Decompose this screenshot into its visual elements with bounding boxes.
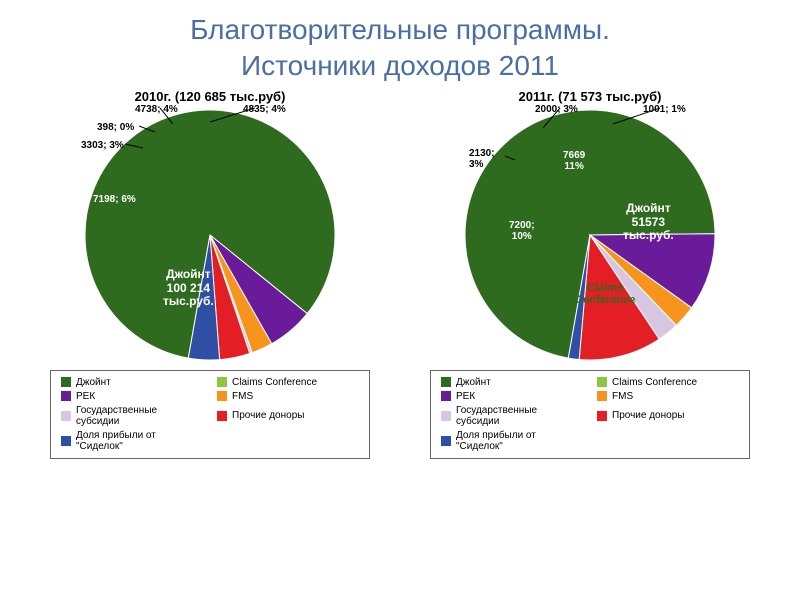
callout-label: 4738; 4% (135, 104, 178, 115)
legend-label: FMS (232, 391, 253, 402)
legend-item: РЕК (441, 391, 583, 402)
legend-label: Доля прибыли от "Сиделок" (76, 430, 203, 452)
legend-swatch (217, 411, 227, 421)
legend-2010: ДжойнтClaims ConferenceРЕКFMSГосударстве… (50, 370, 370, 459)
slice-label: 7198; 6% (93, 194, 136, 206)
legend-label: Государственные субсидии (76, 405, 203, 427)
callout-label: 2000; 3% (535, 104, 578, 115)
legend-label: Прочие доноры (612, 410, 684, 421)
slice-label: 766911% (563, 150, 585, 173)
legend-swatch (441, 411, 451, 421)
legend-swatch (61, 436, 71, 446)
leader-line (125, 144, 143, 148)
legend-item: Доля прибыли от "Сиделок" (61, 430, 203, 452)
legend-label: РЕК (76, 391, 95, 402)
callout-label: 3303; 3% (81, 140, 124, 151)
pie-2010: ClaimsConference Джойнт100 214тыс.руб. 719… (85, 110, 335, 360)
leader-line (505, 156, 515, 160)
legend-item: FMS (597, 391, 739, 402)
slice-label: ClaimsConference (575, 282, 636, 307)
callout-label: 1001; 1% (643, 104, 686, 115)
legend-item: Прочие доноры (217, 405, 359, 427)
legend-swatch (217, 391, 227, 401)
legend-item: Доля прибыли от "Сиделок" (441, 430, 583, 452)
title-line-2: Источники доходов 2011 (20, 48, 780, 84)
page-title: Благотворительные программы. Источники д… (0, 0, 800, 89)
legend-2011: ДжойнтClaims ConferenceРЕКFMSГосударстве… (430, 370, 750, 459)
charts-row: 2010г. (120 685 тыс.руб) ClaimsConferenc… (0, 89, 800, 459)
legend-label: Доля прибыли от "Сиделок" (456, 430, 583, 452)
title-line-1: Благотворительные программы. (20, 12, 780, 48)
slice-label: Джойнт100 214тыс.руб. (163, 268, 214, 309)
legend-label: Прочие доноры (232, 410, 304, 421)
legend-item: Прочие доноры (597, 405, 739, 427)
legend-item: Государственные субсидии (61, 405, 203, 427)
legend-swatch (61, 411, 71, 421)
legend-item: РЕК (61, 391, 203, 402)
legend-swatch (597, 411, 607, 421)
pie-2011: Джойнт51573тыс.руб. ClaimsConference 7200;… (465, 110, 715, 360)
legend-item: Государственные субсидии (441, 405, 583, 427)
legend-swatch (441, 391, 451, 401)
legend-swatch (61, 391, 71, 401)
leader-line (139, 126, 155, 132)
slice-label: Джойнт51573тыс.руб. (623, 202, 674, 243)
legend-item: FMS (217, 391, 359, 402)
chart-2010: 2010г. (120 685 тыс.руб) ClaimsConferenc… (30, 89, 390, 459)
legend-swatch (441, 436, 451, 446)
slice-label: ClaimsConference (245, 196, 306, 221)
legend-label: РЕК (456, 391, 475, 402)
legend-label: FMS (612, 391, 633, 402)
legend-label: Государственные субсидии (456, 405, 583, 427)
chart-2011: 2011г. (71 573 тыс.руб) Джойнт51573тыс.р… (410, 89, 770, 459)
slice-label: 7200;10% (509, 220, 535, 243)
callout-label: 398; 0% (97, 122, 134, 133)
callout-label: 2130;3% (469, 148, 495, 170)
legend-swatch (597, 391, 607, 401)
callout-label: 4835; 4% (243, 104, 286, 115)
